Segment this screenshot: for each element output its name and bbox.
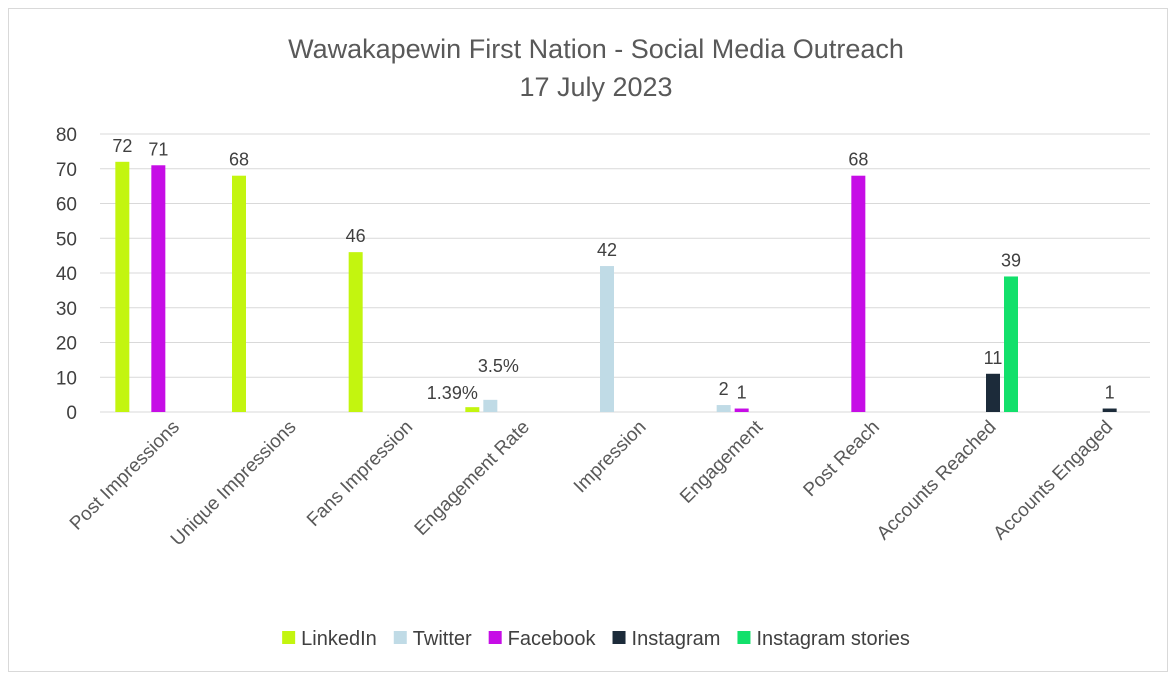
- y-tick-label: 50: [56, 229, 77, 250]
- legend-swatch: [393, 631, 407, 644]
- category-label: Engagement: [676, 416, 768, 508]
- bar: [851, 175, 866, 412]
- y-tick-label: 80: [56, 125, 77, 146]
- legend-label: LinkedIn: [301, 628, 377, 650]
- category-label: Engagement Rate: [411, 417, 534, 540]
- data-label: 2: [719, 379, 729, 399]
- bar: [115, 161, 130, 412]
- bar: [1004, 276, 1018, 412]
- bar: [483, 399, 498, 412]
- chart-subtitle: 17 July 2023: [519, 72, 672, 102]
- legend-swatch: [612, 631, 626, 644]
- category-label: Unique Impressions: [167, 417, 301, 551]
- data-label: 42: [597, 240, 617, 260]
- bar: [734, 408, 749, 412]
- y-tick-label: 30: [56, 299, 77, 320]
- data-label: 1: [737, 383, 747, 403]
- category-label: Accounts Engaged: [990, 417, 1118, 545]
- category-label: Impression: [570, 417, 651, 498]
- legend-label: Facebook: [508, 628, 597, 650]
- bar: [151, 165, 166, 412]
- bars: [115, 161, 1117, 412]
- category-label: Post Impressions: [66, 417, 184, 535]
- bar: [348, 252, 363, 412]
- data-label: 72: [112, 136, 132, 156]
- chart-title: Wawakapewin First Nation - Social Media …: [288, 34, 904, 64]
- legend: LinkedIn Twitter Facebook Instagram Instagra…: [282, 628, 910, 650]
- legend-swatch: [282, 631, 296, 644]
- y-tick-label: 60: [56, 195, 77, 216]
- data-label: 71: [148, 139, 168, 159]
- legend-label: Instagram: [632, 628, 721, 650]
- category-label: Post Reach: [800, 417, 884, 501]
- bar: [716, 405, 731, 412]
- y-tick-label: 20: [56, 334, 77, 355]
- category-label: Fans Impression: [303, 417, 417, 531]
- data-label: 68: [848, 150, 868, 170]
- bar: [232, 175, 246, 412]
- legend-swatch: [488, 631, 502, 644]
- data-label: 68: [229, 150, 249, 170]
- bar: [465, 407, 480, 412]
- y-tick-label: 70: [56, 160, 77, 181]
- data-label: 3.5%: [478, 356, 519, 376]
- data-label: 1: [1105, 383, 1115, 403]
- chart-frame: [8, 8, 1168, 672]
- y-tick-label: 0: [66, 403, 77, 424]
- legend-label: Twitter: [413, 628, 472, 650]
- category-label: Accounts Reached: [873, 417, 1001, 545]
- y-tick-label: 10: [56, 368, 77, 389]
- legend-swatch: [737, 631, 751, 644]
- gridlines: [100, 133, 1150, 413]
- bar: [986, 373, 1000, 412]
- data-label: 46: [346, 226, 366, 246]
- data-label: 11: [984, 348, 1003, 368]
- data-label: 39: [1001, 250, 1021, 270]
- bar: [600, 266, 614, 412]
- bar: [1102, 408, 1117, 412]
- y-tick-label: 40: [56, 264, 77, 285]
- legend-label: Instagram stories: [756, 628, 909, 650]
- y-axis-ticks: 0 10 20 30 40 50 60 70 80: [56, 125, 77, 424]
- data-label: 1.39%: [427, 383, 478, 403]
